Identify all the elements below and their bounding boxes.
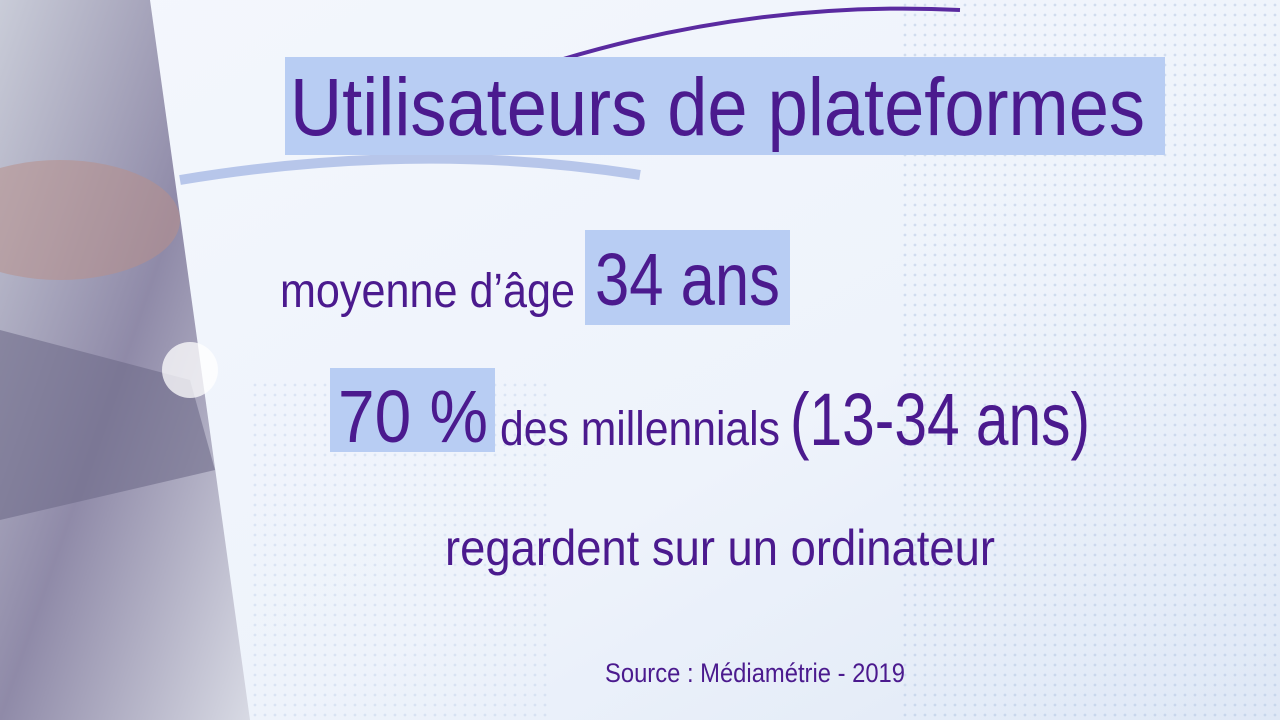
age-value: 34 ans [595,238,780,321]
glow [162,342,218,398]
source: Source : Médiamétrie - 2019 [605,658,905,688]
hand [0,160,180,280]
share-label: des millennials [500,403,780,456]
title-highlight [285,57,1165,155]
share-highlight [330,368,495,452]
title: Utilisateurs de plateformes [290,62,1145,153]
share-value: 70 % [338,375,488,458]
keyboard [0,330,215,520]
age-highlight [585,230,790,325]
device-line: regardent sur un ordinateur [445,520,995,576]
age-range: (13-34 ans) [790,378,1090,461]
age-label: moyenne d’âge [280,265,575,318]
decor-line [559,6,961,62]
decor-line [179,153,641,185]
